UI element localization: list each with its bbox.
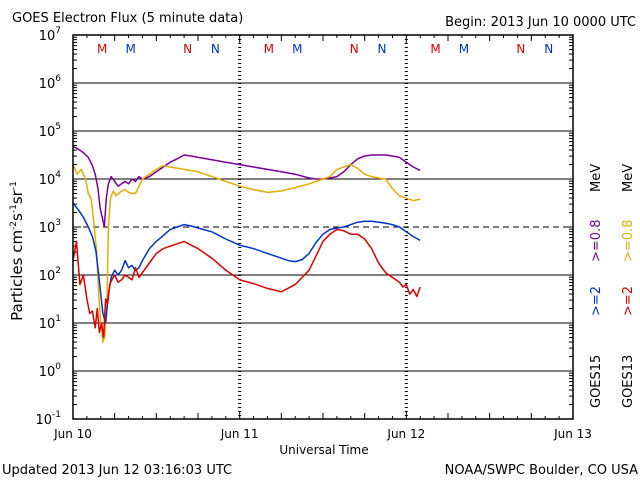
- updated-timestamp: Updated 2013 Jun 12 03:16:03 UTC: [2, 463, 232, 478]
- mn-marker-M: M: [264, 42, 274, 56]
- y-label-sup3: -1: [9, 181, 19, 190]
- legend-goes13-2mev: >=2: [621, 286, 636, 316]
- credit-text: NOAA/SWPC Boulder, CO USA: [445, 463, 638, 478]
- mn-marker-N: N: [350, 42, 359, 56]
- mn-marker-M: M: [125, 42, 135, 56]
- y-tick-label: 101: [39, 314, 61, 332]
- chart-title: GOES Electron Flux (5 minute data): [12, 11, 243, 26]
- y-tick-label: 10-1: [35, 410, 61, 428]
- mn-marker-M: M: [97, 42, 107, 56]
- legend-goes15-2mev: >=2: [589, 286, 604, 316]
- y-tick-label: 107: [39, 26, 61, 44]
- series-line-0: [72, 145, 421, 228]
- mn-marker-N: N: [544, 42, 553, 56]
- mn-marker-M: M: [459, 42, 469, 56]
- y-label-sup1: -2: [9, 221, 19, 230]
- y-tick-label: 104: [39, 170, 62, 188]
- series-line-3: [72, 228, 421, 339]
- x-tick-label: Jun 13: [553, 427, 592, 441]
- y-label-sup2: -1: [9, 204, 19, 213]
- y-label-mid2: sr: [8, 189, 26, 204]
- legend-goes13-08mev: >=0.8: [621, 220, 636, 262]
- legend-goes15-08mev: >=0.8: [589, 220, 604, 262]
- series-line-2: [72, 202, 421, 324]
- mn-marker-N: N: [183, 42, 192, 56]
- y-label-mid1: s: [8, 213, 26, 221]
- legend-goes13: GOES13: [621, 355, 636, 408]
- mn-marker-M: M: [430, 42, 440, 56]
- legend: GOES15 >=2 >=0.8 GOES13 >=2 >=0.8 MeV Me…: [589, 164, 636, 408]
- plot-frame: [72, 34, 574, 420]
- y-tick-label: 105: [39, 122, 61, 140]
- mn-marker-N: N: [516, 42, 525, 56]
- x-axis-label: Universal Time: [279, 443, 368, 457]
- y-axis-label: Particles cm-2s-1sr-1: [8, 181, 26, 321]
- y-tick-label: 102: [39, 266, 61, 284]
- legend-mev-unit: MeV: [589, 164, 604, 192]
- legend-mev-unit-2: MeV: [621, 164, 636, 192]
- x-tick-label: Jun 10: [53, 427, 92, 441]
- y-tick-label: 106: [39, 74, 62, 92]
- mn-marker-N: N: [211, 42, 220, 56]
- begin-date: Begin: 2013 Jun 10 0000 UTC: [445, 15, 636, 30]
- mn-marker-N: N: [378, 42, 387, 56]
- y-label-base: Particles cm: [8, 230, 26, 321]
- legend-goes15: GOES15: [589, 355, 604, 408]
- mn-marker-M: M: [292, 42, 302, 56]
- y-tick-label: 103: [39, 218, 61, 236]
- x-tick-label: Jun 11: [220, 427, 259, 441]
- x-tick-label: Jun 12: [386, 427, 425, 441]
- y-tick-label: 100: [39, 362, 62, 380]
- series-line-1: [72, 163, 421, 343]
